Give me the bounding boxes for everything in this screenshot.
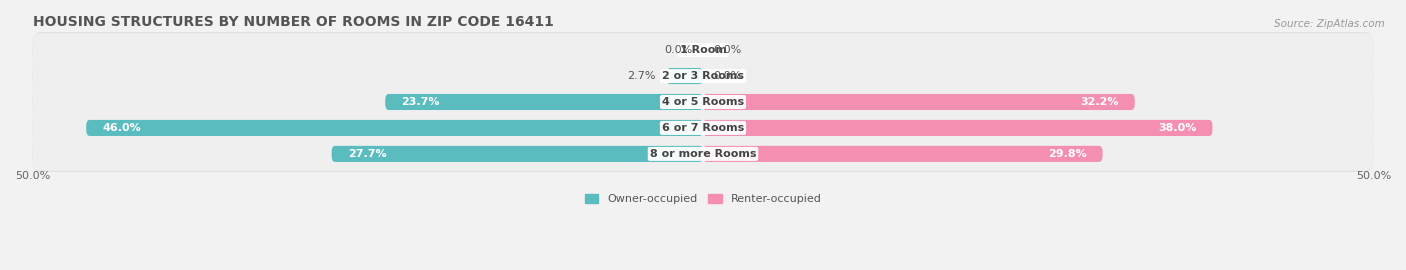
Text: 6 or 7 Rooms: 6 or 7 Rooms [662,123,744,133]
FancyBboxPatch shape [332,146,703,162]
FancyBboxPatch shape [666,68,703,84]
Legend: Owner-occupied, Renter-occupied: Owner-occupied, Renter-occupied [581,189,825,208]
FancyBboxPatch shape [703,94,1135,110]
Text: 0.0%: 0.0% [714,71,742,81]
Text: 23.7%: 23.7% [401,97,440,107]
Text: 32.2%: 32.2% [1080,97,1119,107]
FancyBboxPatch shape [32,137,1374,171]
Text: 2.7%: 2.7% [627,71,657,81]
Text: 0.0%: 0.0% [664,45,692,55]
Text: 4 or 5 Rooms: 4 or 5 Rooms [662,97,744,107]
FancyBboxPatch shape [32,84,1374,120]
Text: 29.8%: 29.8% [1047,149,1087,159]
FancyBboxPatch shape [32,136,1374,172]
Text: 38.0%: 38.0% [1159,123,1197,133]
Text: 0.0%: 0.0% [714,45,742,55]
FancyBboxPatch shape [32,32,1374,68]
Text: 8 or more Rooms: 8 or more Rooms [650,149,756,159]
FancyBboxPatch shape [385,94,703,110]
Text: HOUSING STRUCTURES BY NUMBER OF ROOMS IN ZIP CODE 16411: HOUSING STRUCTURES BY NUMBER OF ROOMS IN… [32,15,554,29]
FancyBboxPatch shape [32,85,1374,119]
Text: 2 or 3 Rooms: 2 or 3 Rooms [662,71,744,81]
FancyBboxPatch shape [32,58,1374,94]
FancyBboxPatch shape [32,110,1374,146]
Text: 46.0%: 46.0% [103,123,141,133]
FancyBboxPatch shape [32,33,1374,67]
FancyBboxPatch shape [32,59,1374,93]
Text: 1 Room: 1 Room [679,45,727,55]
FancyBboxPatch shape [32,111,1374,145]
Text: 27.7%: 27.7% [347,149,387,159]
FancyBboxPatch shape [703,120,1212,136]
FancyBboxPatch shape [86,120,703,136]
FancyBboxPatch shape [703,146,1102,162]
Text: Source: ZipAtlas.com: Source: ZipAtlas.com [1274,19,1385,29]
